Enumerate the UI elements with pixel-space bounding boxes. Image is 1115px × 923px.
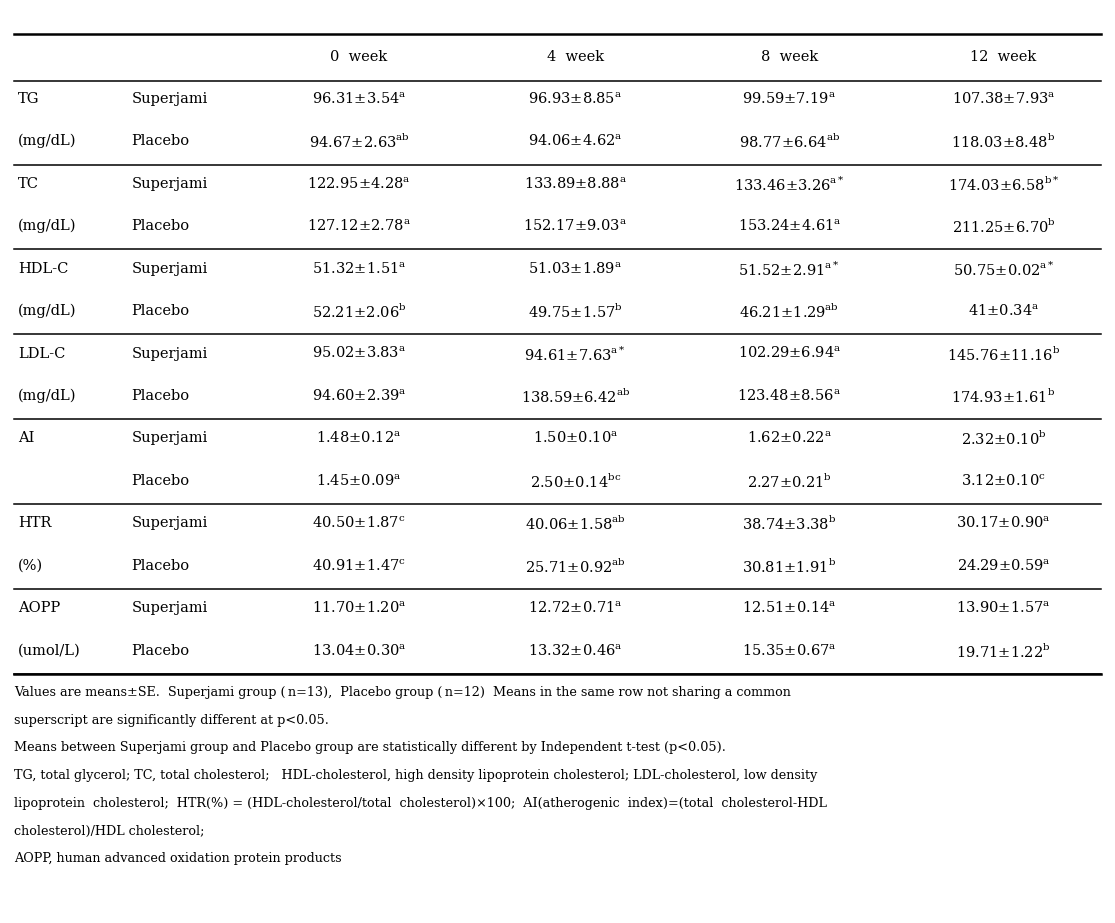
Text: 96.31±3.54$^{\mathregular{a}}$: 96.31±3.54$^{\mathregular{a}}$ [312,90,406,107]
Text: 174.03±6.58$^{\mathregular{b*}}$: 174.03±6.58$^{\mathregular{b*}}$ [948,174,1059,193]
Text: 0  week: 0 week [330,50,388,65]
Text: Values are means±SE.  Superjami group ( n=13),  Placebo group ( n=12)  Means in : Values are means±SE. Superjami group ( n… [14,686,792,699]
Text: 11.70±1.20$^{\mathregular{a}}$: 11.70±1.20$^{\mathregular{a}}$ [312,600,406,617]
Text: 94.60±2.39$^{\mathregular{a}}$: 94.60±2.39$^{\mathregular{a}}$ [312,388,406,404]
Text: Superjami: Superjami [132,91,207,106]
Text: 94.61±7.63$^{\mathregular{a*}}$: 94.61±7.63$^{\mathregular{a*}}$ [524,344,627,363]
Text: Superjami: Superjami [132,431,207,446]
Text: AOPP: AOPP [18,601,60,616]
Text: 127.12±2.78$^{\mathregular{a}}$: 127.12±2.78$^{\mathregular{a}}$ [307,218,411,234]
Text: 122.95±4.28$^{\mathregular{a}}$: 122.95±4.28$^{\mathregular{a}}$ [308,175,410,192]
Text: 95.02±3.83$^{\mathregular{a}}$: 95.02±3.83$^{\mathregular{a}}$ [312,345,406,362]
Text: (umol/L): (umol/L) [18,643,80,658]
Text: 40.50±1.87$^{\mathregular{c}}$: 40.50±1.87$^{\mathregular{c}}$ [312,515,406,532]
Text: 2.50±0.14$^{\mathregular{bc}}$: 2.50±0.14$^{\mathregular{bc}}$ [530,472,621,490]
Text: 102.29±6.94$^{\mathregular{a}}$: 102.29±6.94$^{\mathregular{a}}$ [738,345,841,362]
Text: 51.52±2.91$^{\mathregular{a*}}$: 51.52±2.91$^{\mathregular{a*}}$ [738,259,841,278]
Text: Placebo: Placebo [132,473,190,488]
Text: 12  week: 12 week [970,50,1037,65]
Text: 138.59±6.42$^{\mathregular{ab}}$: 138.59±6.42$^{\mathregular{ab}}$ [521,387,630,405]
Text: Placebo: Placebo [132,134,190,149]
Text: Means between Superjami group and Placebo group are statistically different by I: Means between Superjami group and Placeb… [14,741,726,754]
Text: Placebo: Placebo [132,389,190,403]
Text: 30.17±0.90$^{\mathregular{a}}$: 30.17±0.90$^{\mathregular{a}}$ [957,515,1050,532]
Text: AI: AI [18,431,35,446]
Text: Superjami: Superjami [132,346,207,361]
Text: LDL-C: LDL-C [18,346,65,361]
Text: 1.62±0.22$^{\mathregular{a}}$: 1.62±0.22$^{\mathregular{a}}$ [747,430,832,447]
Text: 40.91±1.47$^{\mathregular{c}}$: 40.91±1.47$^{\mathregular{c}}$ [312,557,406,574]
Text: 19.71±1.22$^{\mathregular{b}}$: 19.71±1.22$^{\mathregular{b}}$ [957,641,1050,660]
Text: 211.25±6.70$^{\mathregular{b}}$: 211.25±6.70$^{\mathregular{b}}$ [951,217,1056,235]
Text: (%): (%) [18,558,43,573]
Text: 12.72±0.71$^{\mathregular{a}}$: 12.72±0.71$^{\mathregular{a}}$ [529,600,622,617]
Text: Placebo: Placebo [132,304,190,318]
Text: 50.75±0.02$^{\mathregular{a*}}$: 50.75±0.02$^{\mathregular{a*}}$ [952,259,1055,278]
Text: 4  week: 4 week [546,50,604,65]
Text: 13.32±0.46$^{\mathregular{a}}$: 13.32±0.46$^{\mathregular{a}}$ [529,642,622,659]
Text: lipoprotein  cholesterol;  HTR(%) = (HDL-cholesterol/total  cholesterol)×100;  A: lipoprotein cholesterol; HTR(%) = (HDL-c… [14,797,827,809]
Text: 1.45±0.09$^{\mathregular{a}}$: 1.45±0.09$^{\mathregular{a}}$ [317,473,401,489]
Text: 152.17±9.03$^{\mathregular{a}}$: 152.17±9.03$^{\mathregular{a}}$ [523,218,628,234]
Text: 2.32±0.10$^{\mathregular{b}}$: 2.32±0.10$^{\mathregular{b}}$ [961,429,1046,448]
Text: 94.67±2.63$^{\mathregular{ab}}$: 94.67±2.63$^{\mathregular{ab}}$ [309,132,409,150]
Text: 51.03±1.89$^{\mathregular{a}}$: 51.03±1.89$^{\mathregular{a}}$ [529,260,622,277]
Text: superscript are significantly different at p<0.05.: superscript are significantly different … [14,713,329,726]
Text: Superjami: Superjami [132,601,207,616]
Text: TG, total glycerol; TC, total cholesterol;   HDL-cholesterol, high density lipop: TG, total glycerol; TC, total cholestero… [14,769,818,782]
Text: 118.03±8.48$^{\mathregular{b}}$: 118.03±8.48$^{\mathregular{b}}$ [951,132,1056,150]
Text: 94.06±4.62$^{\mathregular{a}}$: 94.06±4.62$^{\mathregular{a}}$ [529,133,622,150]
Text: 1.50±0.10$^{\mathregular{a}}$: 1.50±0.10$^{\mathregular{a}}$ [533,430,618,447]
Text: Placebo: Placebo [132,219,190,234]
Text: 15.35±0.67$^{\mathregular{a}}$: 15.35±0.67$^{\mathregular{a}}$ [743,642,836,659]
Text: 13.90±1.57$^{\mathregular{a}}$: 13.90±1.57$^{\mathregular{a}}$ [957,600,1050,617]
Text: 107.38±7.93$^{\mathregular{a}}$: 107.38±7.93$^{\mathregular{a}}$ [951,90,1056,107]
Text: 8  week: 8 week [760,50,818,65]
Text: 123.48±8.56$^{\mathregular{a}}$: 123.48±8.56$^{\mathregular{a}}$ [737,388,842,404]
Text: 96.93±8.85$^{\mathregular{a}}$: 96.93±8.85$^{\mathregular{a}}$ [529,90,622,107]
Text: 99.59±7.19$^{\mathregular{a}}$: 99.59±7.19$^{\mathregular{a}}$ [743,90,836,107]
Text: Superjami: Superjami [132,261,207,276]
Text: 174.93±1.61$^{\mathregular{b}}$: 174.93±1.61$^{\mathregular{b}}$ [951,387,1056,405]
Text: 40.06±1.58$^{\mathregular{ab}}$: 40.06±1.58$^{\mathregular{ab}}$ [525,514,626,533]
Text: 38.74±3.38$^{\mathregular{b}}$: 38.74±3.38$^{\mathregular{b}}$ [743,514,836,533]
Text: 49.75±1.57$^{\mathregular{b}}$: 49.75±1.57$^{\mathregular{b}}$ [529,302,622,320]
Text: Superjami: Superjami [132,176,207,191]
Text: HDL-C: HDL-C [18,261,68,276]
Text: 3.12±0.10$^{\mathregular{c}}$: 3.12±0.10$^{\mathregular{c}}$ [961,473,1046,489]
Text: 13.04±0.30$^{\mathregular{a}}$: 13.04±0.30$^{\mathregular{a}}$ [312,642,406,659]
Text: TG: TG [18,91,39,106]
Text: HTR: HTR [18,516,51,531]
Text: 52.21±2.06$^{\mathregular{b}}$: 52.21±2.06$^{\mathregular{b}}$ [312,302,406,320]
Text: 51.32±1.51$^{\mathregular{a}}$: 51.32±1.51$^{\mathregular{a}}$ [312,260,406,277]
Text: 46.21±1.29$^{\mathregular{ab}}$: 46.21±1.29$^{\mathregular{ab}}$ [739,302,840,320]
Text: 25.71±0.92$^{\mathregular{ab}}$: 25.71±0.92$^{\mathregular{ab}}$ [525,557,626,575]
Text: 1.48±0.12$^{\mathregular{a}}$: 1.48±0.12$^{\mathregular{a}}$ [317,430,401,447]
Text: 133.89±8.88$^{\mathregular{a}}$: 133.89±8.88$^{\mathregular{a}}$ [524,175,627,192]
Text: Placebo: Placebo [132,558,190,573]
Text: 133.46±3.26$^{\mathregular{a*}}$: 133.46±3.26$^{\mathregular{a*}}$ [734,174,845,193]
Text: 2.27±0.21$^{\mathregular{b}}$: 2.27±0.21$^{\mathregular{b}}$ [747,472,832,490]
Text: TC: TC [18,176,39,191]
Text: (mg/dL): (mg/dL) [18,219,76,234]
Text: (mg/dL): (mg/dL) [18,304,76,318]
Text: 12.51±0.14$^{\mathregular{a}}$: 12.51±0.14$^{\mathregular{a}}$ [743,600,836,617]
Text: 24.29±0.59$^{\mathregular{a}}$: 24.29±0.59$^{\mathregular{a}}$ [957,557,1050,574]
Text: Superjami: Superjami [132,516,207,531]
Text: cholesterol)/HDL cholesterol;: cholesterol)/HDL cholesterol; [14,824,205,837]
Text: Placebo: Placebo [132,643,190,658]
Text: (mg/dL): (mg/dL) [18,134,76,149]
Text: 145.76±11.16$^{\mathregular{b}}$: 145.76±11.16$^{\mathregular{b}}$ [947,344,1060,363]
Text: (mg/dL): (mg/dL) [18,389,76,403]
Text: AOPP, human advanced oxidation protein products: AOPP, human advanced oxidation protein p… [14,852,342,865]
Text: 30.81±1.91$^{\mathregular{b}}$: 30.81±1.91$^{\mathregular{b}}$ [743,557,836,575]
Text: 98.77±6.64$^{\mathregular{ab}}$: 98.77±6.64$^{\mathregular{ab}}$ [739,132,840,150]
Text: 153.24±4.61$^{\mathregular{a}}$: 153.24±4.61$^{\mathregular{a}}$ [738,218,841,234]
Text: 41±0.34$^{\mathregular{a}}$: 41±0.34$^{\mathregular{a}}$ [968,303,1039,319]
